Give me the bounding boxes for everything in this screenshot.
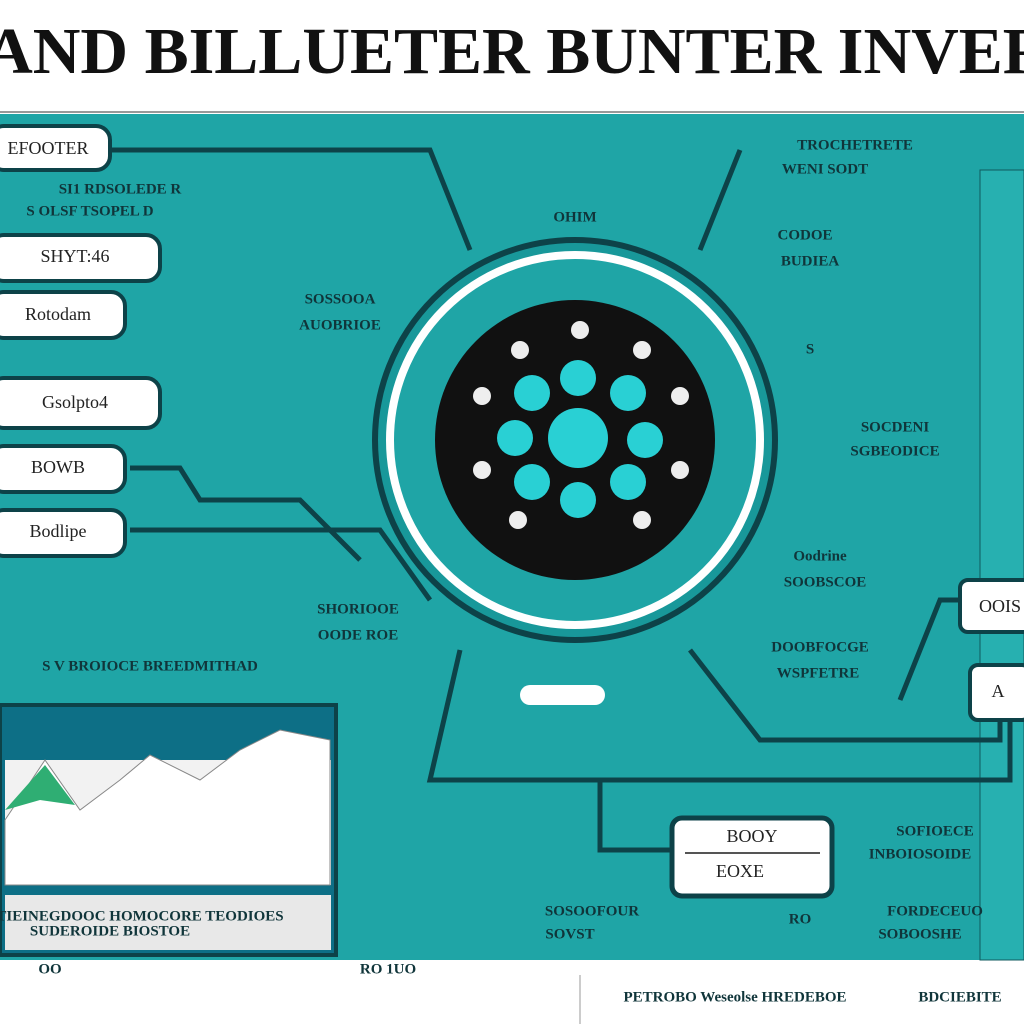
chart-caption-box xyxy=(5,895,331,950)
unit-port xyxy=(520,685,605,705)
button-label: SHYT:46 xyxy=(40,246,109,266)
button-label: Bodlipe xyxy=(30,521,87,541)
label: CODOE xyxy=(777,227,832,243)
label: SOVST xyxy=(545,926,594,942)
status-box xyxy=(669,815,835,899)
left-buttons: EFOOTER SHYT:46 Rotodam Gsolpto4 BOWB Bo… xyxy=(0,124,162,558)
label: RO xyxy=(789,911,812,927)
label: Oodrine xyxy=(793,548,847,564)
button-label: Rotodam xyxy=(25,304,91,324)
label: SGBEODICE xyxy=(850,443,939,459)
label: FORDECEUO xyxy=(887,903,983,919)
label: INBOIOSOIDE xyxy=(869,846,972,862)
button[interactable] xyxy=(0,290,127,340)
label: SOBOOSHE xyxy=(878,926,961,942)
label: BUDIEA xyxy=(781,253,840,269)
label: SOSOOFOUR xyxy=(545,903,639,919)
button[interactable] xyxy=(0,376,162,430)
label: SHORIOOE xyxy=(317,601,399,617)
button[interactable] xyxy=(0,508,127,558)
label: SOOBSCOE xyxy=(784,574,867,590)
footer-text: PETROBO Weseolse HREDEBOE xyxy=(623,989,846,1005)
status-line: BOOY xyxy=(726,826,777,846)
label: S V BROIOCE BREEDMITHAD xyxy=(42,658,258,674)
button-label: A xyxy=(992,681,1005,701)
label: SI1 RDSOLEDE R xyxy=(59,181,182,197)
bolts xyxy=(473,321,689,529)
button[interactable] xyxy=(0,444,127,494)
hub xyxy=(548,408,608,468)
label: AUOBRIOE xyxy=(299,317,381,333)
label: SOCDENI xyxy=(861,419,930,435)
button-label: EFOOTER xyxy=(8,138,89,158)
rotor-blades xyxy=(497,360,663,518)
footer-text: BDCIEBITE xyxy=(918,989,1001,1005)
chart-caption: TIEINEGDOOC HOMOCORE TEODIOES xyxy=(0,908,284,924)
title: L AND BILLUETER BUNTER INVERT xyxy=(0,15,1024,88)
label: DOOBFOCGE xyxy=(771,639,869,655)
side-strip xyxy=(979,169,1024,961)
label: S OLSF TSOPEL D xyxy=(26,203,153,219)
labels: SI1 RDSOLEDE R S OLSF TSOPEL D SOSSOOA A… xyxy=(26,137,982,942)
label: S xyxy=(806,341,814,357)
label: TROCHETRETE xyxy=(797,137,913,153)
button[interactable] xyxy=(0,124,112,172)
button-label: Gsolpto4 xyxy=(42,392,108,412)
button[interactable] xyxy=(968,663,1024,722)
label: OHIM xyxy=(553,209,596,225)
button-label: BOWB xyxy=(31,457,85,477)
chart-caption: SUDEROIDE BIOSTOE xyxy=(30,923,190,939)
footer-text: OO xyxy=(38,961,61,977)
button[interactable] xyxy=(0,233,162,283)
label: SOSSOOA xyxy=(305,291,376,307)
button-label: OOIS xyxy=(979,596,1021,616)
status-line: EOXE xyxy=(716,861,764,881)
label: OODE ROE xyxy=(318,627,398,643)
label: WENI SODT xyxy=(782,161,868,177)
button[interactable] xyxy=(958,578,1024,634)
label: WSPFETRE xyxy=(777,665,860,681)
chart-shape xyxy=(5,765,75,810)
footer-text: RO 1UO xyxy=(360,961,416,977)
chart-shape xyxy=(4,729,331,886)
label: SOFIOECE xyxy=(896,823,974,839)
